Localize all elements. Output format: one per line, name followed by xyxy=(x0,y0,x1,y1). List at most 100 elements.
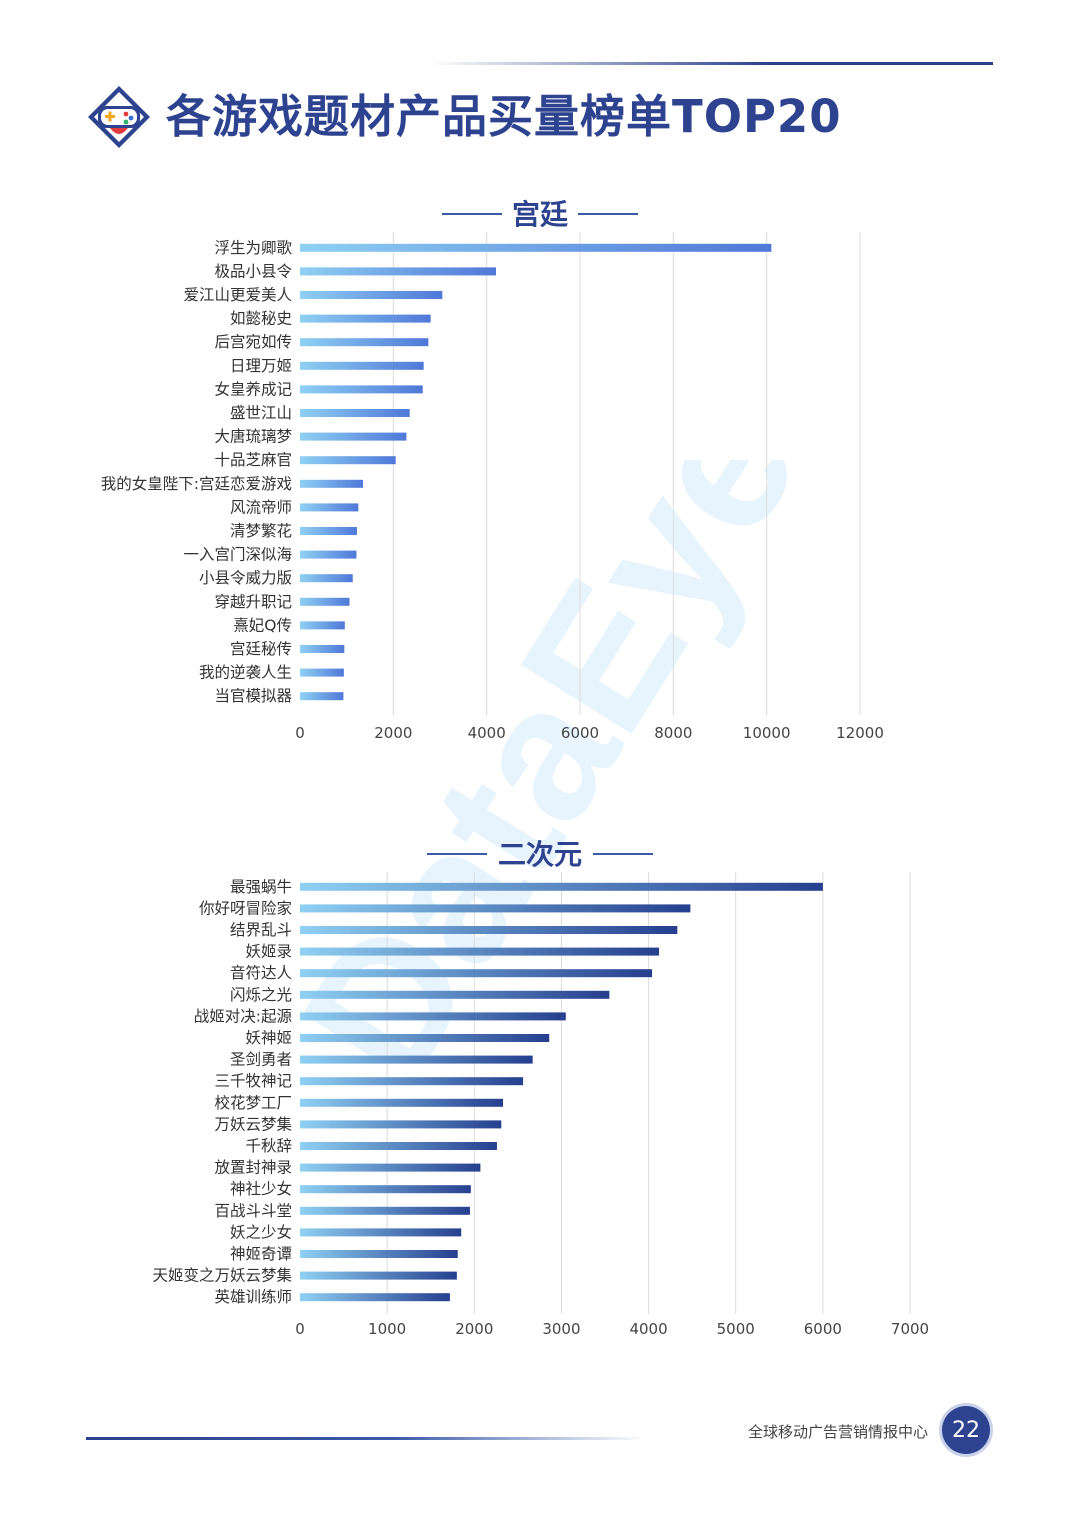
tick-label: 12000 xyxy=(836,724,884,742)
bar xyxy=(300,1206,470,1215)
category-label: 万妖云梦集 xyxy=(214,1115,292,1133)
bar xyxy=(300,1163,481,1172)
bar xyxy=(300,882,823,891)
bar xyxy=(300,503,359,512)
bar xyxy=(300,338,429,347)
category-label: 结界乱斗 xyxy=(230,921,292,939)
tick-label: 4000 xyxy=(629,1320,667,1338)
bar xyxy=(300,904,691,913)
tick-label: 4000 xyxy=(468,724,506,742)
category-label: 女皇养成记 xyxy=(214,379,292,398)
bar xyxy=(300,432,407,441)
bar xyxy=(300,1142,497,1150)
category-label: 圣剑勇者 xyxy=(230,1051,292,1069)
category-label: 闪烁之光 xyxy=(230,986,292,1004)
category-label: 十品芝麻官 xyxy=(214,451,292,469)
tick-label: 1000 xyxy=(368,1320,406,1338)
chart-title: 宫廷 xyxy=(512,198,568,231)
tick-label: 6000 xyxy=(561,724,599,742)
bar xyxy=(300,1055,533,1064)
bar xyxy=(300,1250,458,1258)
gamepad-logo-icon xyxy=(86,84,152,150)
bar xyxy=(300,969,653,978)
bar xyxy=(300,1228,462,1237)
bar xyxy=(300,621,345,630)
page-number-badge: 22 xyxy=(942,1406,990,1454)
tick-label: 0 xyxy=(295,1320,305,1338)
bar xyxy=(300,645,345,653)
chart-gongting: 宫廷 0 2000 4000 6000 8000 10000 12000 浮生为卿歌极品小县令爱… xyxy=(0,190,1080,750)
category-label: 盛世江山 xyxy=(230,404,292,422)
category-label: 神社少女 xyxy=(230,1179,292,1198)
page-number: 22 xyxy=(952,1417,980,1443)
category-label: 一入宫门深似海 xyxy=(183,546,292,564)
bar xyxy=(300,990,610,999)
category-label: 音符达人 xyxy=(230,964,292,982)
bar xyxy=(300,668,344,677)
category-label: 妖姬录 xyxy=(245,943,292,961)
category-label: 最强蜗牛 xyxy=(230,878,292,896)
bar xyxy=(300,243,772,252)
category-label: 极品小县令 xyxy=(214,262,292,280)
category-label: 日理万姬 xyxy=(230,357,292,375)
category-label: 我的逆袭人生 xyxy=(199,664,292,682)
tick-label: 2000 xyxy=(374,724,412,742)
top-rule xyxy=(430,62,993,65)
footer-org: 全球移动广告营销情报中心 xyxy=(748,1423,929,1441)
tick-label: 0 xyxy=(295,724,305,742)
bar xyxy=(300,1185,471,1194)
chart-erciyuan: 二次元 0 1000 2000 3000 4000 5000 6000 7000 最强蜗牛 你好呀冒… xyxy=(0,830,1080,1350)
tick-label: 6000 xyxy=(804,1320,842,1338)
tick-label: 3000 xyxy=(542,1320,580,1338)
category-label: 当官模拟器 xyxy=(214,687,292,705)
chart-title: 二次元 xyxy=(498,838,582,871)
category-label: 我的女皇陛下:宫廷恋爱游戏 xyxy=(101,474,292,493)
tick-label: 2000 xyxy=(455,1320,493,1338)
bar xyxy=(300,479,363,488)
bar xyxy=(300,550,357,559)
tick-label: 5000 xyxy=(717,1320,755,1338)
bottom-rule xyxy=(86,1437,646,1440)
category-label: 熹妃Q传 xyxy=(233,616,292,634)
category-label: 英雄训练师 xyxy=(214,1288,292,1306)
bar xyxy=(300,314,431,323)
category-label: 三千牧神记 xyxy=(214,1072,292,1090)
category-label: 浮生为卿歌 xyxy=(214,239,292,257)
bar xyxy=(300,456,396,465)
bar xyxy=(300,1293,450,1302)
bar xyxy=(300,1012,566,1021)
bar xyxy=(300,1098,504,1107)
category-label: 风流帝师 xyxy=(230,498,292,516)
tick-label: 7000 xyxy=(891,1320,929,1338)
bar xyxy=(300,947,660,956)
category-label: 妖神姬 xyxy=(245,1029,292,1047)
bar xyxy=(300,527,357,535)
bar xyxy=(300,574,353,583)
category-label: 小县令威力版 xyxy=(199,569,292,587)
category-label: 神姬奇谭 xyxy=(230,1245,292,1263)
category-label: 妖之少女 xyxy=(230,1222,292,1241)
category-label: 放置封神录 xyxy=(214,1159,292,1177)
category-label: 百战斗斗堂 xyxy=(214,1202,292,1220)
category-label: 如懿秘史 xyxy=(230,310,292,328)
tick-label: 8000 xyxy=(654,724,692,742)
bar xyxy=(300,1077,524,1086)
category-label: 千秋辞 xyxy=(245,1137,292,1155)
category-label: 爱江山更爱美人 xyxy=(183,286,292,304)
tick-label: 10000 xyxy=(743,724,791,742)
category-label: 后宫宛如传 xyxy=(214,333,292,351)
bar xyxy=(300,291,443,299)
bar xyxy=(300,385,423,394)
bar xyxy=(300,267,496,276)
bar xyxy=(300,692,344,701)
page-title: 各游戏题材产品买量榜单TOP20 xyxy=(166,90,842,143)
category-label: 穿越升职记 xyxy=(214,593,292,611)
bar xyxy=(300,1120,502,1129)
category-label: 宫廷秘传 xyxy=(230,640,292,658)
category-label: 清梦繁花 xyxy=(230,521,292,540)
bar xyxy=(300,361,424,370)
category-label: 校花梦工厂 xyxy=(214,1094,292,1112)
bar xyxy=(300,409,410,417)
bar xyxy=(300,1271,457,1280)
bar xyxy=(300,926,678,934)
